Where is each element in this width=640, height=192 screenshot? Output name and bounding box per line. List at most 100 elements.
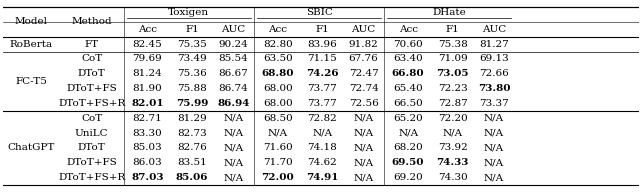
Text: DToT: DToT xyxy=(78,69,106,78)
Text: 63.40: 63.40 xyxy=(393,55,423,63)
Text: CoT: CoT xyxy=(81,114,102,123)
Text: AUC: AUC xyxy=(482,25,506,34)
Text: Acc: Acc xyxy=(138,25,157,34)
Text: N/A: N/A xyxy=(312,129,332,137)
Text: 72.56: 72.56 xyxy=(349,99,378,108)
Text: Model: Model xyxy=(15,17,48,26)
Text: AUC: AUC xyxy=(351,25,376,34)
Text: N/A: N/A xyxy=(484,158,504,167)
Text: N/A: N/A xyxy=(398,129,418,137)
Text: 73.37: 73.37 xyxy=(479,99,509,108)
Text: Acc: Acc xyxy=(268,25,287,34)
Text: 73.49: 73.49 xyxy=(177,55,207,63)
Text: ChatGPT: ChatGPT xyxy=(8,143,55,152)
Text: DHate: DHate xyxy=(433,8,467,17)
Text: N/A: N/A xyxy=(268,129,288,137)
Text: 85.03: 85.03 xyxy=(132,143,163,152)
Text: N/A: N/A xyxy=(484,114,504,123)
Text: 68.00: 68.00 xyxy=(263,99,292,108)
Text: 73.05: 73.05 xyxy=(436,69,469,78)
Text: RoBerta: RoBerta xyxy=(10,40,53,49)
Text: 71.09: 71.09 xyxy=(438,55,467,63)
Text: DToT: DToT xyxy=(78,143,106,152)
Text: 73.80: 73.80 xyxy=(477,84,510,93)
Text: 81.24: 81.24 xyxy=(132,69,163,78)
Text: 74.30: 74.30 xyxy=(438,173,467,182)
Text: 69.20: 69.20 xyxy=(393,173,423,182)
Text: 75.88: 75.88 xyxy=(177,84,207,93)
Text: 91.82: 91.82 xyxy=(349,40,378,49)
Text: F1: F1 xyxy=(185,25,199,34)
Text: F1: F1 xyxy=(316,25,329,34)
Text: UniLC: UniLC xyxy=(75,129,109,137)
Text: 74.18: 74.18 xyxy=(307,143,337,152)
Text: N/A: N/A xyxy=(353,114,374,123)
Text: 71.15: 71.15 xyxy=(307,55,337,63)
Text: 72.66: 72.66 xyxy=(479,69,509,78)
Text: Acc: Acc xyxy=(399,25,418,34)
Text: 86.03: 86.03 xyxy=(132,158,163,167)
Text: 90.24: 90.24 xyxy=(218,40,248,49)
Text: 82.73: 82.73 xyxy=(177,129,207,137)
Text: FT: FT xyxy=(84,40,99,49)
Text: 74.62: 74.62 xyxy=(307,158,337,167)
Text: N/A: N/A xyxy=(353,173,374,182)
Text: 72.82: 72.82 xyxy=(307,114,337,123)
Text: N/A: N/A xyxy=(223,129,243,137)
Text: 72.00: 72.00 xyxy=(261,173,294,182)
Text: 72.47: 72.47 xyxy=(349,69,378,78)
Text: DToT+FS: DToT+FS xyxy=(67,158,117,167)
Text: N/A: N/A xyxy=(484,143,504,152)
Text: AUC: AUC xyxy=(221,25,245,34)
Text: 66.80: 66.80 xyxy=(392,69,424,78)
Text: 68.20: 68.20 xyxy=(393,143,423,152)
Text: 69.13: 69.13 xyxy=(479,55,509,63)
Text: 70.60: 70.60 xyxy=(393,40,423,49)
Text: 85.06: 85.06 xyxy=(175,173,208,182)
Text: 82.80: 82.80 xyxy=(263,40,292,49)
Text: N/A: N/A xyxy=(353,129,374,137)
Text: 75.99: 75.99 xyxy=(176,99,208,108)
Text: N/A: N/A xyxy=(484,129,504,137)
Text: 73.92: 73.92 xyxy=(438,143,467,152)
Text: 81.90: 81.90 xyxy=(132,84,163,93)
Text: 81.29: 81.29 xyxy=(177,114,207,123)
Text: 65.40: 65.40 xyxy=(393,84,423,93)
Text: 82.76: 82.76 xyxy=(177,143,207,152)
Text: 68.80: 68.80 xyxy=(262,69,294,78)
Text: 75.38: 75.38 xyxy=(438,40,467,49)
Text: 63.50: 63.50 xyxy=(263,55,292,63)
Text: 65.20: 65.20 xyxy=(393,114,423,123)
Text: 83.96: 83.96 xyxy=(307,40,337,49)
Text: Method: Method xyxy=(72,17,112,26)
Text: SBIC: SBIC xyxy=(306,8,333,17)
Text: 82.45: 82.45 xyxy=(132,40,163,49)
Text: 72.23: 72.23 xyxy=(438,84,467,93)
Text: N/A: N/A xyxy=(353,158,374,167)
Text: N/A: N/A xyxy=(353,143,374,152)
Text: 73.77: 73.77 xyxy=(307,84,337,93)
Text: 74.33: 74.33 xyxy=(436,158,469,167)
Text: Toxigen: Toxigen xyxy=(168,8,209,17)
Text: 73.77: 73.77 xyxy=(307,99,337,108)
Text: N/A: N/A xyxy=(443,129,463,137)
Text: DToT+FS: DToT+FS xyxy=(67,84,117,93)
Text: 83.51: 83.51 xyxy=(177,158,207,167)
Text: 72.20: 72.20 xyxy=(438,114,467,123)
Text: 72.87: 72.87 xyxy=(438,99,467,108)
Text: FC-T5: FC-T5 xyxy=(15,77,47,86)
Text: 72.74: 72.74 xyxy=(349,84,378,93)
Text: 86.94: 86.94 xyxy=(217,99,250,108)
Text: N/A: N/A xyxy=(223,158,243,167)
Text: 82.71: 82.71 xyxy=(132,114,163,123)
Text: DToT+FS+R: DToT+FS+R xyxy=(58,173,125,182)
Text: 74.26: 74.26 xyxy=(306,69,339,78)
Text: 87.03: 87.03 xyxy=(131,173,164,182)
Text: CoT: CoT xyxy=(81,55,102,63)
Text: 85.54: 85.54 xyxy=(218,55,248,63)
Text: 74.91: 74.91 xyxy=(306,173,339,182)
Text: N/A: N/A xyxy=(223,143,243,152)
Text: 71.70: 71.70 xyxy=(263,158,292,167)
Text: 82.01: 82.01 xyxy=(131,99,164,108)
Text: 86.67: 86.67 xyxy=(218,69,248,78)
